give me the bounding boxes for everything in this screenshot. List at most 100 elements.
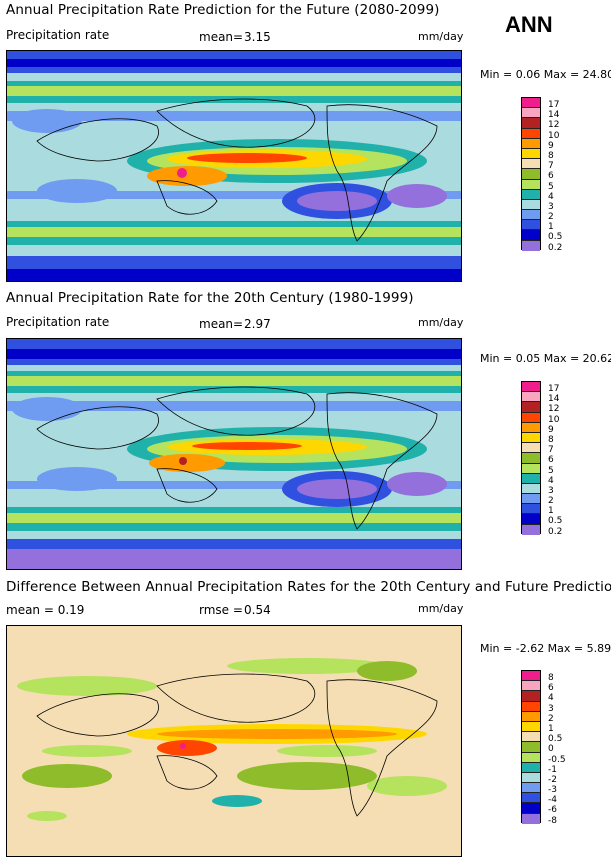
- colorbar-swatch: [522, 752, 540, 763]
- colorbar-tick-label: -3: [548, 785, 557, 796]
- colorbar-swatch: [522, 159, 540, 170]
- colorbar-tick-label: 6: [548, 683, 554, 694]
- panel-2-minmax: Min = 0.05 Max = 20.62: [480, 352, 611, 365]
- colorbar-swatch: [522, 453, 540, 464]
- colorbar-tick-label: 5: [548, 465, 554, 476]
- colorbar-swatch: [522, 128, 540, 139]
- colorbar-tick-label: 10: [548, 130, 560, 141]
- colorbar-swatch: [522, 199, 540, 211]
- panel-2-units: mm/day: [418, 316, 464, 329]
- colorbar-tick-label: 1: [548, 506, 554, 517]
- colorbar-tick-label: 9: [548, 424, 554, 435]
- colorbar-tick-label: 8: [548, 150, 554, 161]
- colorbar-swatch: [522, 108, 540, 119]
- colorbar-swatch: [522, 98, 540, 109]
- colorbar-swatch: [522, 148, 540, 160]
- panel-1-minmax: Min = 0.06 Max = 24.80: [480, 68, 611, 81]
- panel-2-colorbar: [521, 381, 541, 535]
- panel-1-title: Annual Precipitation Rate Prediction for…: [6, 2, 440, 18]
- colorbar-tick-label: 1: [548, 222, 554, 233]
- panel-3-rmse-value: 0.54: [244, 603, 271, 617]
- colorbar-tick-label: 4: [548, 191, 554, 202]
- colorbar-tick-label: 14: [548, 394, 560, 405]
- colorbar-swatch: [522, 118, 540, 129]
- colorbar-tick-label: 0.2: [548, 526, 563, 537]
- colorbar-swatch: [522, 240, 540, 251]
- colorbar-swatch: [522, 422, 540, 433]
- colorbar-tick-label: -0.5: [548, 754, 566, 765]
- colorbar-tick-label: 6: [548, 171, 554, 182]
- colorbar-swatch: [522, 681, 540, 692]
- colorbar-tick-label: 12: [548, 120, 560, 131]
- colorbar-tick-label: 2: [548, 496, 554, 507]
- panel-1-variable-label: Precipitation rate: [6, 28, 110, 42]
- colorbar-swatch: [522, 691, 540, 702]
- colorbar-tick-label: 8: [548, 434, 554, 445]
- panel-2-map: [6, 338, 462, 570]
- colorbar-swatch: [522, 772, 540, 784]
- colorbar-swatch: [522, 412, 540, 423]
- colorbar-tick-label: 0.5: [548, 516, 563, 527]
- colorbar-tick-label: -4: [548, 795, 557, 806]
- colorbar-tick-label: 3: [548, 485, 554, 496]
- colorbar-swatch: [522, 189, 540, 200]
- colorbar-swatch: [522, 169, 540, 180]
- colorbar-swatch: [522, 524, 540, 535]
- panel-2-variable-label: Precipitation rate: [6, 315, 110, 329]
- colorbar-swatch: [522, 721, 540, 733]
- panel-1-colorbar-labels: 17 14 12 10 9 8 7 6 5 4 3 2 1 0.5 0.2: [548, 100, 562, 253]
- colorbar-swatch: [522, 443, 540, 454]
- panel-1-units: mm/day: [418, 30, 464, 43]
- panel-2-mean-value: 2.97: [244, 317, 271, 331]
- colorbar-tick-label: 4: [548, 475, 554, 486]
- colorbar-tick-label: 8: [548, 673, 554, 683]
- colorbar-swatch: [522, 230, 540, 241]
- colorbar-tick-label: -6: [548, 805, 557, 816]
- panel-3-rmse-label: rmse =: [199, 603, 243, 617]
- colorbar-tick-label: 0.2: [548, 242, 563, 253]
- colorbar-tick-label: 17: [548, 100, 560, 110]
- colorbar-swatch: [522, 220, 540, 231]
- colorbar-tick-label: 9: [548, 140, 554, 151]
- panel-3-colorbar-labels: 8 6 4 3 2 1 0.5 0 -0.5 -1 -2 -3 -4 -6 -8: [548, 673, 566, 826]
- colorbar-swatch: [522, 671, 540, 682]
- colorbar-tick-label: -1: [548, 764, 557, 775]
- panel-3-mean-text: mean = 0.19: [6, 603, 85, 617]
- colorbar-tick-label: 7: [548, 445, 554, 456]
- season-label: ANN: [505, 12, 553, 37]
- colorbar-tick-label: 0.5: [548, 734, 563, 745]
- colorbar-swatch: [522, 514, 540, 525]
- colorbar-tick-label: 1: [548, 723, 554, 734]
- colorbar-tick-label: 12: [548, 404, 560, 415]
- colorbar-swatch: [522, 392, 540, 403]
- panel-1-map: [6, 50, 462, 282]
- colorbar-tick-label: 14: [548, 110, 560, 121]
- colorbar-swatch: [522, 803, 540, 814]
- colorbar-tick-label: -8: [548, 815, 557, 826]
- colorbar-swatch: [522, 701, 540, 712]
- colorbar-tick-label: -2: [548, 774, 557, 785]
- panel-3-title: Difference Between Annual Precipitation …: [6, 579, 611, 595]
- panel-2-mean-label: mean=: [199, 317, 244, 331]
- colorbar-swatch: [522, 762, 540, 773]
- colorbar-swatch: [522, 483, 540, 495]
- colorbar-swatch: [522, 793, 540, 804]
- panel-3-minmax: Min = -2.62 Max = 5.89: [480, 642, 611, 655]
- colorbar-tick-label: 0.5: [548, 232, 563, 243]
- colorbar-swatch: [522, 138, 540, 149]
- colorbar-swatch: [522, 504, 540, 515]
- panel-1-mean-label: mean=: [199, 30, 244, 44]
- colorbar-tick-label: 3: [548, 201, 554, 212]
- colorbar-swatch: [522, 382, 540, 393]
- colorbar-tick-label: 0: [548, 744, 554, 755]
- colorbar-tick-label: 17: [548, 384, 560, 394]
- colorbar-swatch: [522, 742, 540, 753]
- colorbar-swatch: [522, 732, 540, 743]
- colorbar-swatch: [522, 711, 540, 722]
- colorbar-swatch: [522, 179, 540, 190]
- panel-2-colorbar-labels: 17 14 12 10 9 8 7 6 5 4 3 2 1 0.5 0.2: [548, 384, 562, 537]
- panel-1-mean-value: 3.15: [244, 30, 271, 44]
- colorbar-tick-label: 7: [548, 161, 554, 172]
- colorbar-swatch: [522, 494, 540, 505]
- panel-1-colorbar: [521, 97, 541, 251]
